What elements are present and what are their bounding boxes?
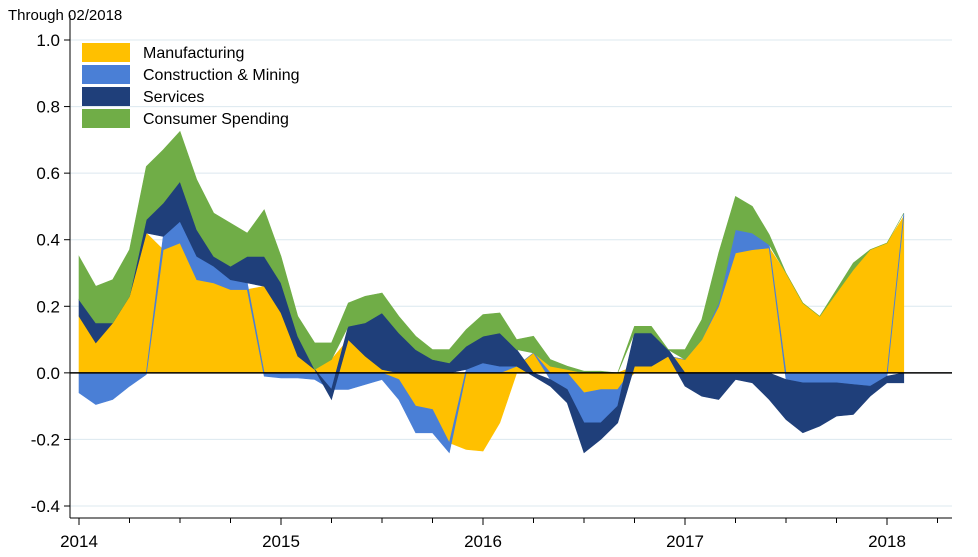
y-tick-label: -0.4 bbox=[31, 497, 60, 516]
x-tick-label: 2017 bbox=[666, 532, 704, 551]
legend-label-manufacturing: Manufacturing bbox=[143, 45, 244, 62]
y-tick-label: -0.2 bbox=[31, 430, 60, 449]
x-tick-label: 2016 bbox=[464, 532, 502, 551]
legend-label-construction-mining: Construction & Mining bbox=[143, 67, 300, 84]
legend-swatch-services bbox=[82, 87, 130, 106]
y-tick-label: 0.6 bbox=[36, 164, 60, 183]
legend-swatch-manufacturing bbox=[82, 43, 130, 62]
y-tick-label: 1.0 bbox=[36, 31, 60, 50]
legend-swatch-construction-mining bbox=[82, 65, 130, 84]
y-tick-label: 0.4 bbox=[36, 231, 60, 250]
y-tick-label: 0.0 bbox=[36, 364, 60, 383]
y-tick-label: 0.2 bbox=[36, 297, 60, 316]
y-tick-label: 0.8 bbox=[36, 98, 60, 117]
chart-note: Through 02/2018 bbox=[8, 7, 122, 24]
legend-swatch-consumer-spending bbox=[82, 109, 130, 128]
legend: Manufacturing Construction & Mining Servic… bbox=[82, 43, 300, 128]
legend-label-services: Services bbox=[143, 89, 204, 106]
legend-label-consumer-spending: Consumer Spending bbox=[143, 111, 289, 128]
x-tick-label: 2014 bbox=[60, 532, 98, 551]
x-tick-label: 2018 bbox=[868, 532, 906, 551]
x-tick-label: 2015 bbox=[262, 532, 300, 551]
series-area-consumer-spending bbox=[78, 130, 905, 374]
series-areas bbox=[78, 130, 905, 454]
